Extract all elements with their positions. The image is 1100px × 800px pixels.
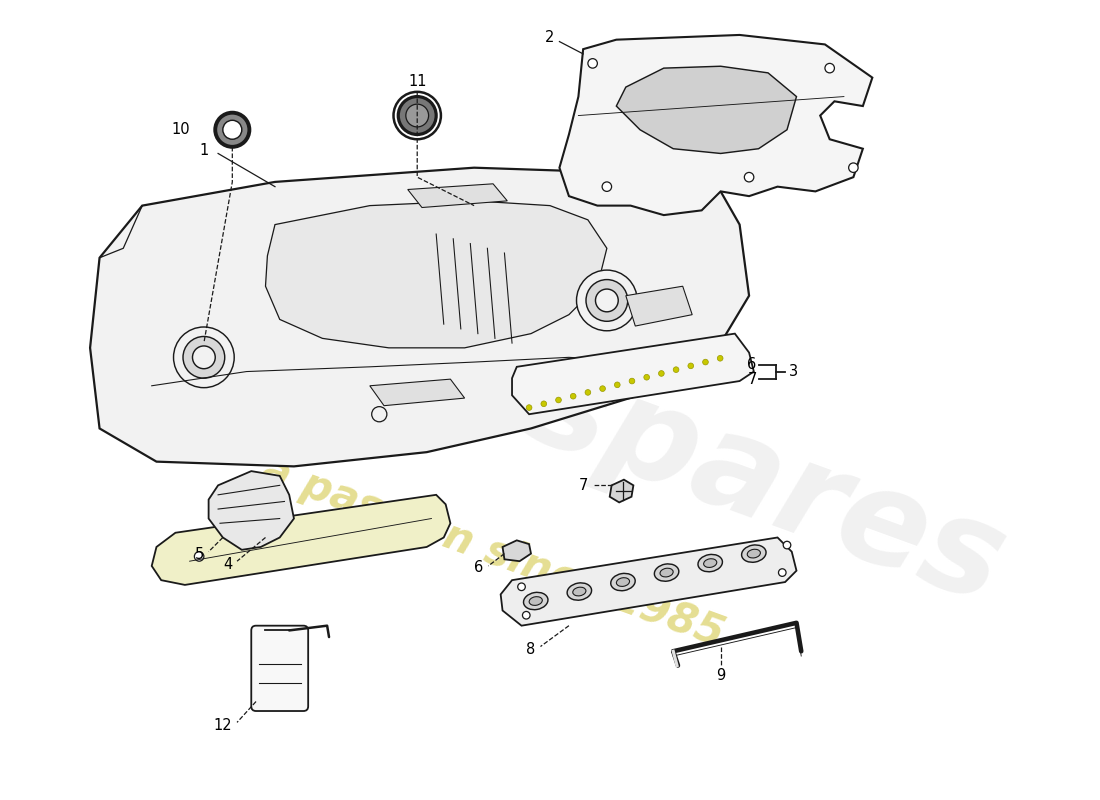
Circle shape [659, 370, 664, 376]
Circle shape [174, 327, 234, 388]
Circle shape [183, 337, 224, 378]
Text: 9: 9 [716, 668, 725, 683]
Ellipse shape [616, 578, 629, 586]
Circle shape [526, 405, 532, 410]
Ellipse shape [610, 574, 635, 590]
Polygon shape [408, 184, 507, 207]
Circle shape [779, 569, 786, 576]
Circle shape [717, 355, 723, 361]
Text: 4: 4 [223, 557, 232, 571]
Text: a passion since 1985: a passion since 1985 [256, 448, 730, 655]
Circle shape [223, 120, 242, 139]
Text: 8: 8 [527, 642, 536, 657]
Circle shape [556, 397, 561, 403]
Circle shape [570, 394, 576, 399]
Text: 7: 7 [579, 478, 587, 493]
Circle shape [825, 63, 835, 73]
Ellipse shape [660, 568, 673, 577]
Circle shape [576, 270, 637, 330]
Text: 5: 5 [195, 547, 204, 562]
Circle shape [398, 97, 437, 134]
Ellipse shape [747, 550, 760, 558]
Polygon shape [209, 471, 294, 550]
Text: eurospares: eurospares [192, 226, 1021, 631]
Text: 11: 11 [408, 74, 427, 89]
Circle shape [615, 382, 620, 388]
Ellipse shape [741, 545, 766, 562]
Polygon shape [503, 540, 531, 561]
Ellipse shape [698, 554, 723, 572]
Polygon shape [90, 168, 749, 466]
Polygon shape [265, 201, 607, 348]
Circle shape [595, 289, 618, 312]
Ellipse shape [524, 592, 548, 610]
Circle shape [541, 401, 547, 406]
Circle shape [703, 359, 708, 365]
Circle shape [644, 374, 649, 380]
Circle shape [195, 552, 204, 561]
Polygon shape [370, 379, 464, 406]
Text: 12: 12 [213, 718, 232, 733]
Circle shape [745, 173, 754, 182]
Circle shape [518, 583, 526, 590]
Circle shape [522, 611, 530, 619]
Polygon shape [616, 66, 796, 154]
Polygon shape [609, 480, 634, 502]
Polygon shape [626, 286, 692, 326]
Polygon shape [560, 35, 872, 215]
FancyBboxPatch shape [251, 626, 308, 711]
Circle shape [585, 390, 591, 395]
Ellipse shape [573, 587, 586, 596]
Text: 6: 6 [474, 560, 484, 575]
Text: 3: 3 [789, 364, 797, 379]
Circle shape [848, 163, 858, 173]
Circle shape [783, 542, 791, 549]
Text: 1: 1 [199, 143, 209, 158]
Ellipse shape [704, 558, 717, 567]
Ellipse shape [654, 564, 679, 582]
Text: 10: 10 [170, 122, 189, 138]
Ellipse shape [568, 583, 592, 600]
Ellipse shape [529, 597, 542, 606]
Polygon shape [500, 538, 796, 626]
Circle shape [688, 363, 694, 369]
Text: 6: 6 [747, 358, 757, 373]
Circle shape [406, 104, 429, 127]
Polygon shape [512, 334, 754, 414]
Circle shape [602, 182, 612, 191]
Circle shape [600, 386, 605, 391]
Circle shape [587, 58, 597, 68]
Circle shape [629, 378, 635, 384]
Polygon shape [152, 495, 450, 585]
Circle shape [372, 406, 387, 422]
Circle shape [586, 279, 628, 322]
Text: 2: 2 [546, 30, 554, 46]
Circle shape [192, 346, 216, 369]
Text: 7: 7 [747, 372, 757, 386]
Circle shape [216, 113, 250, 147]
Circle shape [673, 367, 679, 373]
